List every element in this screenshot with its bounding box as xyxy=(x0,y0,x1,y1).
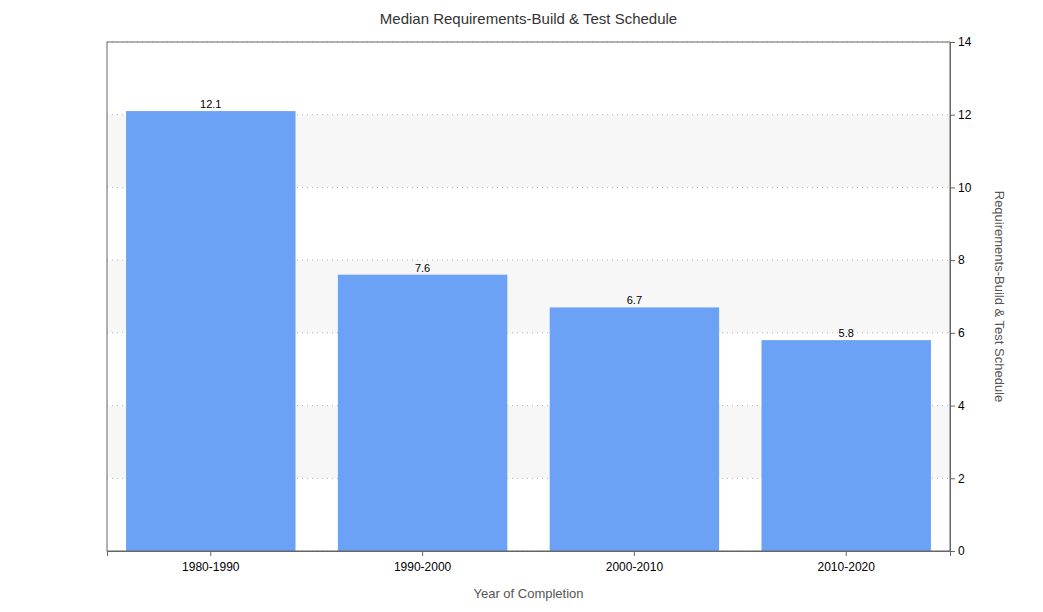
y-tick-label: 14 xyxy=(958,35,972,49)
x-axis-line xyxy=(108,552,951,557)
y-tick: 2 xyxy=(950,472,965,486)
y-tick-mark xyxy=(950,406,955,407)
data-label: 5.8 xyxy=(839,327,854,339)
x-tick: 1990-2000 xyxy=(394,551,452,574)
y-tick-label: 10 xyxy=(958,181,972,195)
x-axis-title: Year of Completion xyxy=(473,586,583,601)
x-axis: 1980-1990 1990-2000 2000-2010 2010-2020 xyxy=(108,551,951,574)
y-tick-label: 6 xyxy=(958,326,965,340)
x-tick: 2000-2010 xyxy=(606,551,664,574)
x-tick-mark xyxy=(422,551,423,556)
data-labels: 12.1 7.6 6.7 5.8 xyxy=(200,98,854,339)
y-tick-mark xyxy=(950,187,955,188)
y-tick-label: 0 xyxy=(958,544,965,558)
y-tick-mark xyxy=(950,115,955,116)
y-tick: 8 xyxy=(950,253,965,267)
bar xyxy=(338,275,507,551)
y-tick-mark xyxy=(950,551,955,552)
x-tick-label: 2010-2020 xyxy=(818,560,876,574)
y-axis-title: Requirements-Build & Test Schedule xyxy=(992,191,1007,403)
y-tick-label: 2 xyxy=(958,472,965,486)
y-tick: 6 xyxy=(950,326,965,340)
x-tick-label: 1980-1990 xyxy=(182,560,240,574)
bar xyxy=(126,111,295,551)
plot-frame xyxy=(107,42,950,551)
y-axis-line xyxy=(951,43,956,552)
plot: 12.1 7.6 6.7 5.8 1980-1990 1990-2000 2000-2010… xyxy=(107,35,972,574)
title: Median Requirements-Build & Test Schedul… xyxy=(380,10,677,27)
grid xyxy=(107,42,950,551)
y-tick: 14 xyxy=(950,35,972,49)
y-tick-mark xyxy=(950,42,955,43)
x-tick-label: 1990-2000 xyxy=(394,560,452,574)
data-label: 12.1 xyxy=(200,98,221,110)
y-tick-label: 4 xyxy=(958,399,965,413)
y-tick: 4 xyxy=(950,399,965,413)
bar xyxy=(761,340,930,551)
x-tick-mark xyxy=(634,551,635,556)
y-tick: 10 xyxy=(950,181,972,195)
bars xyxy=(126,111,931,551)
y-tick-mark xyxy=(950,478,955,479)
y-tick: 0 xyxy=(950,544,965,558)
y-tick-mark xyxy=(950,333,955,334)
y-tick-mark xyxy=(950,260,955,261)
data-label: 6.7 xyxy=(627,294,642,306)
x-tick: 1980-1990 xyxy=(182,551,240,574)
chart: 12.1 7.6 6.7 5.8 1980-1990 1990-2000 2000-2010… xyxy=(0,0,1043,612)
y-axis: 0 2 4 6 8 10 12 14 xyxy=(950,35,972,558)
x-tick-mark xyxy=(210,551,211,556)
y-tick-label: 12 xyxy=(958,108,972,122)
y-tick: 12 xyxy=(950,108,972,122)
x-tick-label: 2000-2010 xyxy=(606,560,664,574)
y-tick-label: 8 xyxy=(958,253,965,267)
x-tick-mark xyxy=(846,551,847,556)
bar xyxy=(550,307,719,551)
data-label: 7.6 xyxy=(415,262,430,274)
x-tick: 2010-2020 xyxy=(818,551,876,574)
